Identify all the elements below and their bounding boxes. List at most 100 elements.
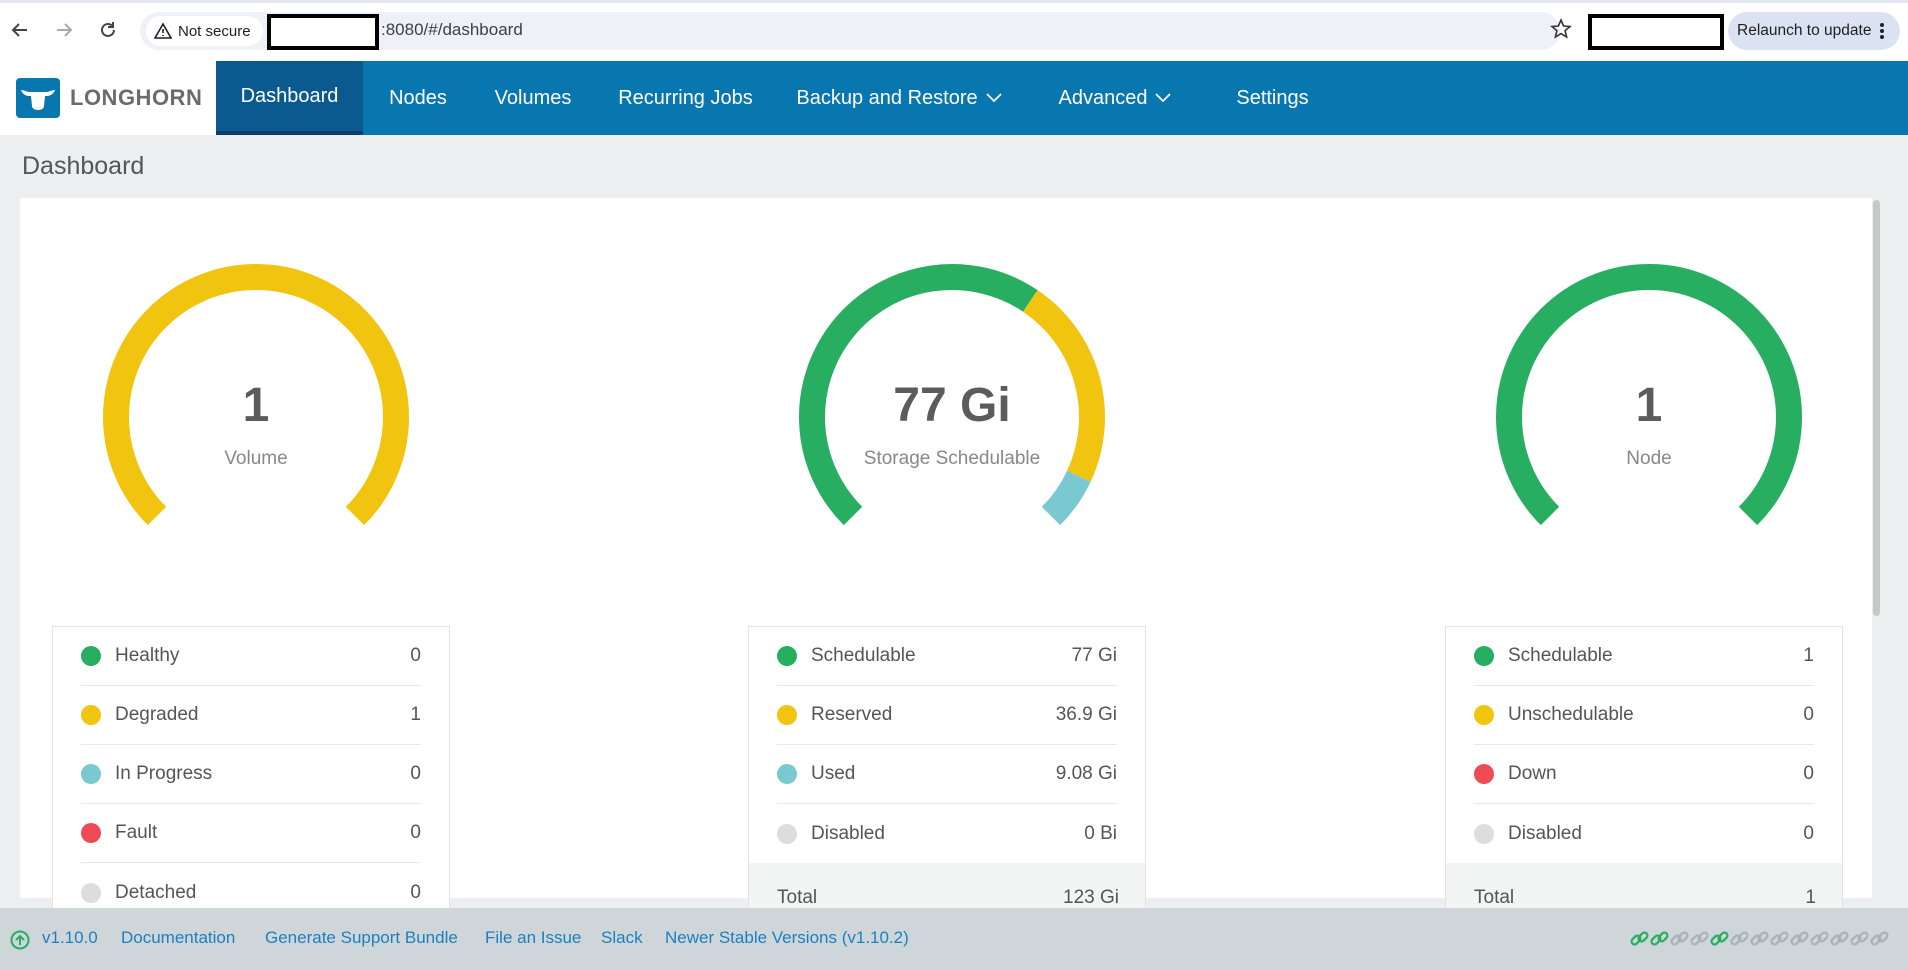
status-dot-schedulable [1474, 646, 1494, 666]
scrollbar-thumb[interactable] [1873, 200, 1880, 616]
gauge-segment-degraded [1022, 290, 1105, 482]
tab-strip-edge [0, 0, 1908, 3]
back-button[interactable] [6, 16, 34, 44]
legend-label: Unschedulable [1508, 704, 1634, 725]
nav-label: Dashboard [240, 84, 339, 107]
security-label: Not secure [178, 22, 251, 40]
url-text[interactable]: :8080/#/dashboard [381, 20, 523, 39]
legend-row-unschedulable[interactable]: Unschedulable 0 [1474, 686, 1814, 745]
browser-toolbar: Not secure :8080/#/dashboard Relaunch to… [0, 0, 1908, 61]
legend-total-value: 1 [1805, 887, 1816, 908]
documentation-link[interactable]: Documentation [121, 928, 236, 947]
gauge-segment-healthy [799, 264, 1038, 526]
legend-value: 0 [410, 822, 421, 843]
slack-link[interactable]: Slack [601, 928, 643, 947]
legend-row-reserved[interactable]: Reserved 36.9 Gi [777, 686, 1117, 745]
nav-label: Backup and Restore [796, 86, 978, 109]
status-dot-fault [81, 823, 101, 843]
volume-count: 1 [242, 379, 270, 432]
link-icon [1670, 931, 1689, 946]
gauge-segment-healthy [1496, 264, 1802, 526]
legend-row-schedulable[interactable]: Schedulable 77 Gi [777, 627, 1117, 686]
status-dot-reserved [777, 705, 797, 725]
legend-label: Used [811, 763, 856, 784]
nav-label: Volumes [494, 86, 572, 109]
link-icon [1750, 931, 1769, 946]
legend-label: Schedulable [1508, 645, 1613, 666]
link-icon [1730, 931, 1749, 946]
legend-row-disabled[interactable]: Disabled 0 Bi [777, 804, 1117, 863]
gauge-segment-in-progress [1041, 470, 1091, 526]
legend-row-schedulable[interactable]: Schedulable 1 [1474, 627, 1814, 686]
arrow-left-icon [11, 23, 27, 37]
link-icon [1830, 931, 1849, 946]
status-dot-detached [81, 882, 101, 903]
legend-row-down[interactable]: Down 0 [1474, 745, 1814, 804]
link-icon [1630, 931, 1649, 946]
nav-label: Advanced [1058, 86, 1148, 109]
legend-row-degraded[interactable]: Degraded 1 [81, 686, 421, 745]
nav-recurring-jobs[interactable]: Recurring Jobs [593, 61, 778, 135]
legend-row-fault[interactable]: Fault 0 [81, 804, 421, 863]
legend-value: 0 [410, 763, 421, 784]
legend-value: 1 [410, 704, 421, 725]
security-indicator[interactable]: Not secure [146, 16, 263, 46]
link-icon [1690, 931, 1709, 946]
nav-label: Recurring Jobs [618, 86, 753, 109]
legend-value: 0 [410, 881, 421, 903]
status-dot-schedulable [777, 646, 797, 666]
newer-versions-link[interactable]: Newer Stable Versions (v1.10.2) [665, 928, 909, 947]
arrow-right-icon [57, 23, 73, 37]
node-gauge: 1 Node [1449, 240, 1849, 580]
nav-settings[interactable]: Settings [1215, 61, 1330, 135]
storage-gauge: 77 Gi Storage Schedulable [752, 240, 1152, 580]
nav-nodes[interactable]: Nodes [363, 61, 473, 135]
link-icon [1810, 931, 1829, 946]
legend-row-healthy[interactable]: Healthy 0 [81, 627, 421, 686]
support-bundle-link[interactable]: Generate Support Bundle [265, 928, 458, 947]
more-vert-icon [1880, 23, 1885, 39]
nav-advanced[interactable]: Advanced [1040, 61, 1190, 135]
node-gauge-chart [1496, 264, 1802, 526]
longhorn-logo-icon [16, 78, 60, 118]
legend-row-used[interactable]: Used 9.08 Gi [777, 745, 1117, 804]
status-dot-disabled [777, 823, 797, 844]
legend-label: Healthy [115, 645, 180, 666]
file-issue-link[interactable]: File an Issue [485, 928, 582, 947]
legend-label: Disabled [1508, 822, 1582, 844]
nav-backup-and-restore[interactable]: Backup and Restore [778, 61, 1020, 135]
upgrade-arrow-icon[interactable] [10, 930, 30, 950]
forward-button[interactable] [50, 16, 78, 44]
legend-row-detached[interactable]: Detached 0 [81, 863, 421, 915]
legend-label: Reserved [811, 704, 893, 725]
nav-dashboard[interactable]: Dashboard [216, 61, 363, 135]
relaunch-label: Relaunch to update [1737, 22, 1872, 39]
legend-total-label: Total [777, 887, 818, 908]
bookmark-button[interactable] [1550, 17, 1572, 45]
legend-value: 0 [1803, 822, 1814, 844]
nav-volumes[interactable]: Volumes [473, 61, 593, 135]
status-dot-degraded [81, 705, 101, 725]
legend-row-disabled[interactable]: Disabled 0 [1474, 804, 1814, 863]
legend-total-row: Total 123 Gi [749, 863, 1145, 915]
version-link[interactable]: v1.10.0 [42, 928, 98, 947]
status-dot-used [777, 764, 797, 784]
legend-value: 1 [1803, 645, 1814, 666]
volume-gauge-label: Volume [224, 448, 288, 469]
redacted-profile [1588, 14, 1724, 50]
storage-gauge-chart [799, 264, 1105, 526]
volume-gauge-chart [103, 264, 409, 526]
chevron-down-icon [985, 93, 1002, 103]
status-dot-healthy [81, 646, 101, 666]
app-header: LONGHORN Dashboard Nodes Volumes Recurri… [0, 61, 1908, 135]
redacted-host [267, 14, 379, 50]
legend-total-value: 123 Gi [1063, 887, 1119, 908]
longhorn-logo[interactable]: LONGHORN [0, 61, 216, 135]
node-legend: Schedulable 1 Unschedulable 0 Down 0 Dis… [1445, 626, 1843, 916]
footer-bar: v1.10.0 Documentation Generate Support B… [0, 908, 1908, 970]
link-icon [1790, 931, 1809, 946]
legend-row-in-progress[interactable]: In Progress 0 [81, 745, 421, 804]
relaunch-button[interactable]: Relaunch to update [1728, 12, 1900, 50]
reload-button[interactable] [94, 16, 122, 44]
gauge-segment-degraded [103, 264, 409, 526]
